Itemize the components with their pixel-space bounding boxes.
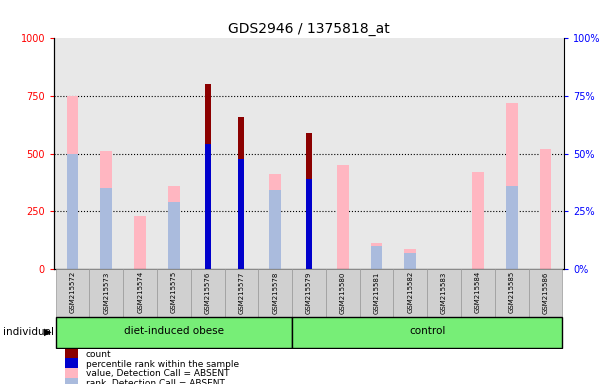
Bar — [337, 165, 349, 269]
Text: GSM215573: GSM215573 — [103, 271, 109, 314]
Text: rank, Detection Call = ABSENT: rank, Detection Call = ABSENT — [86, 379, 224, 384]
Bar — [134, 216, 146, 269]
Text: control: control — [409, 326, 445, 336]
Bar — [495, 269, 529, 317]
Bar — [100, 188, 112, 269]
Bar — [427, 269, 461, 317]
Bar — [89, 269, 123, 317]
Bar — [292, 316, 562, 348]
Bar — [404, 253, 416, 269]
Text: GSM215586: GSM215586 — [542, 271, 548, 314]
Bar — [472, 172, 484, 269]
Bar — [224, 269, 259, 317]
Text: ▶: ▶ — [44, 327, 52, 337]
Bar — [123, 269, 157, 317]
Bar — [539, 149, 551, 269]
Bar — [306, 133, 312, 269]
Bar — [168, 202, 180, 269]
Bar — [371, 246, 382, 269]
Bar — [56, 269, 89, 317]
Bar — [191, 269, 224, 317]
Text: GSM215580: GSM215580 — [340, 271, 346, 314]
Text: GSM215577: GSM215577 — [238, 271, 244, 314]
Text: percentile rank within the sample: percentile rank within the sample — [86, 360, 239, 369]
Bar — [259, 269, 292, 317]
Bar — [157, 269, 191, 317]
Bar — [506, 103, 518, 269]
Bar — [529, 269, 562, 317]
Bar — [65, 368, 78, 380]
Bar — [269, 190, 281, 269]
Bar — [238, 117, 244, 269]
Text: GSM215579: GSM215579 — [306, 271, 312, 314]
Text: diet-induced obese: diet-induced obese — [124, 326, 224, 336]
Text: GSM215584: GSM215584 — [475, 271, 481, 313]
Bar — [205, 84, 211, 269]
Text: count: count — [86, 350, 112, 359]
Bar — [404, 249, 416, 269]
Bar — [100, 151, 112, 269]
Text: GSM215581: GSM215581 — [374, 271, 380, 314]
Title: GDS2946 / 1375818_at: GDS2946 / 1375818_at — [228, 22, 390, 36]
Bar — [326, 269, 359, 317]
Bar — [67, 96, 79, 269]
Text: GSM215585: GSM215585 — [509, 271, 515, 313]
Text: GSM215578: GSM215578 — [272, 271, 278, 314]
Bar — [269, 174, 281, 269]
Bar — [292, 269, 326, 317]
Bar — [67, 154, 79, 269]
Bar — [306, 179, 312, 269]
Bar — [168, 186, 180, 269]
Bar — [65, 358, 78, 370]
Bar — [371, 243, 382, 269]
Bar — [205, 144, 211, 269]
Bar — [359, 269, 394, 317]
Text: GSM215574: GSM215574 — [137, 271, 143, 313]
Text: value, Detection Call = ABSENT: value, Detection Call = ABSENT — [86, 369, 229, 379]
Text: GSM215575: GSM215575 — [171, 271, 177, 313]
Text: GSM215576: GSM215576 — [205, 271, 211, 314]
Bar — [65, 349, 78, 361]
Text: GSM215572: GSM215572 — [70, 271, 76, 313]
Text: GSM215583: GSM215583 — [441, 271, 447, 314]
Text: individual: individual — [3, 327, 54, 337]
Text: GSM215582: GSM215582 — [407, 271, 413, 313]
Bar — [394, 269, 427, 317]
Bar — [461, 269, 495, 317]
Bar — [65, 377, 78, 384]
Bar — [506, 186, 518, 269]
Bar — [238, 159, 244, 269]
Bar — [56, 316, 292, 348]
